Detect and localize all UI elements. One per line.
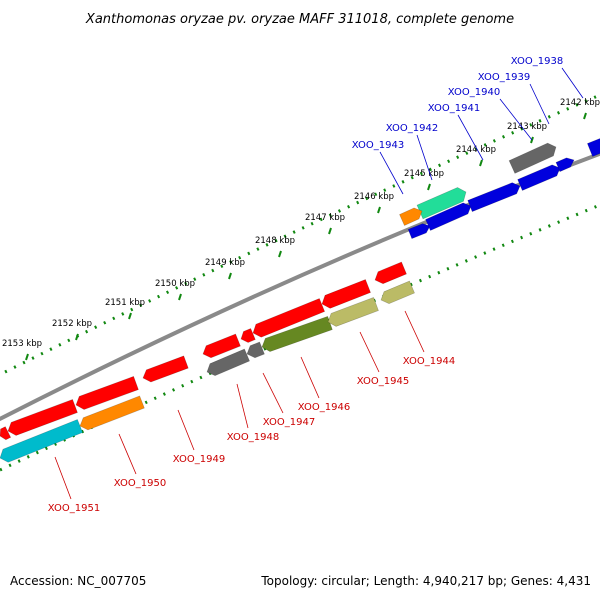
gene-labels: XOO_1938 XOO_1939 XOO_1940 XOO_1941 XOO_1942… bbox=[48, 56, 584, 514]
label-leader-line bbox=[404, 310, 425, 353]
label-leader-line bbox=[236, 383, 249, 429]
gene-arrow[interactable] bbox=[0, 419, 83, 463]
gene-arrow[interactable] bbox=[75, 376, 139, 410]
kbp-tick bbox=[128, 312, 132, 320]
gene-label[interactable]: XOO_1950 bbox=[114, 478, 166, 489]
kbp-label: 2143 kbp bbox=[507, 122, 547, 132]
gene-features bbox=[0, 138, 600, 463]
kbp-label: 2142 kbp bbox=[560, 98, 600, 108]
gene-label[interactable]: XOO_1942 bbox=[386, 123, 438, 134]
label-leader-line bbox=[379, 151, 404, 195]
gene-label[interactable]: XOO_1939 bbox=[478, 72, 530, 83]
gene-label[interactable]: XOO_1945 bbox=[357, 376, 409, 387]
label-leader-line bbox=[457, 114, 484, 161]
label-leader-line bbox=[499, 98, 533, 141]
kbp-tick bbox=[75, 333, 79, 341]
gene-label[interactable]: XOO_1948 bbox=[227, 432, 279, 443]
kbp-label: 2151 kbp bbox=[105, 298, 145, 308]
gene-label[interactable]: XOO_1941 bbox=[428, 103, 480, 114]
label-leader-line bbox=[118, 433, 137, 475]
kbp-label: 2146 kbp bbox=[354, 192, 394, 202]
outer-tick-track bbox=[4, 93, 600, 374]
map-title: Xanthomonas oryzae pv. oryzae MAFF 31101… bbox=[85, 12, 514, 27]
gene-label[interactable]: XOO_1947 bbox=[263, 417, 315, 428]
kbp-tick bbox=[178, 293, 182, 301]
kbp-tick bbox=[328, 227, 332, 235]
label-leader-line bbox=[54, 456, 72, 500]
gene-label[interactable]: XOO_1938 bbox=[511, 56, 563, 67]
gene-arrow[interactable] bbox=[517, 164, 561, 191]
gene-arrow[interactable] bbox=[206, 348, 250, 376]
label-leader-line bbox=[359, 331, 380, 373]
gene-arrow[interactable] bbox=[0, 426, 12, 441]
gene-arrow[interactable] bbox=[587, 138, 600, 157]
gene-arrow[interactable] bbox=[380, 280, 415, 305]
kbp-label: 2150 kbp bbox=[155, 279, 195, 289]
kbp-scale: 2142 kbp 2143 kbp 2144 kbp 2145 kbp 2146 kbp… bbox=[2, 98, 600, 361]
kbp-label: 2145 kbp bbox=[404, 169, 444, 179]
kbp-label: 2152 kbp bbox=[52, 319, 92, 329]
gene-label[interactable]: XOO_1946 bbox=[298, 402, 350, 413]
gene-label[interactable]: XOO_1944 bbox=[403, 356, 455, 367]
kbp-label: 2153 kbp bbox=[2, 339, 42, 349]
accession-text: Accession: NC_007705 bbox=[10, 574, 147, 588]
label-leader-line bbox=[529, 83, 550, 125]
gene-arrow[interactable] bbox=[555, 157, 575, 172]
kbp-tick bbox=[479, 159, 483, 167]
gene-label[interactable]: XOO_1943 bbox=[352, 140, 404, 151]
gene-arrow[interactable] bbox=[467, 182, 521, 212]
label-leader-line bbox=[300, 356, 320, 399]
label-leader-line bbox=[561, 67, 584, 99]
label-leader-line bbox=[177, 409, 195, 451]
kbp-tick bbox=[583, 112, 587, 120]
gene-arrow[interactable] bbox=[508, 142, 557, 174]
gene-arrow[interactable] bbox=[327, 297, 379, 327]
kbp-label: 2148 kbp bbox=[255, 236, 295, 246]
kbp-label: 2147 kbp bbox=[305, 213, 345, 223]
kbp-tick bbox=[377, 206, 381, 214]
gene-arrow[interactable] bbox=[374, 261, 407, 285]
gene-arrow[interactable] bbox=[425, 202, 472, 231]
gene-arrow[interactable] bbox=[202, 333, 241, 359]
gene-arrow[interactable] bbox=[246, 341, 265, 359]
kbp-tick bbox=[25, 353, 29, 361]
gene-label[interactable]: XOO_1949 bbox=[173, 454, 225, 465]
kbp-tick bbox=[278, 250, 282, 258]
kbp-label: 2144 kbp bbox=[456, 145, 496, 155]
kbp-tick bbox=[228, 272, 232, 280]
gene-arrow[interactable] bbox=[7, 399, 78, 436]
kbp-tick bbox=[427, 183, 431, 191]
gene-arrow[interactable] bbox=[416, 187, 467, 220]
gene-arrow[interactable] bbox=[321, 279, 371, 309]
gene-arrow[interactable] bbox=[142, 355, 189, 383]
gene-arrow[interactable] bbox=[407, 223, 431, 240]
gene-arrow[interactable] bbox=[79, 395, 145, 431]
kbp-label: 2149 kbp bbox=[205, 258, 245, 268]
gene-arrow[interactable] bbox=[399, 207, 423, 226]
gene-label[interactable]: XOO_1951 bbox=[48, 503, 100, 514]
label-leader-line bbox=[416, 134, 433, 181]
topology-text: Topology: circular; Length: 4,940,217 bp… bbox=[261, 574, 591, 588]
gene-arrow[interactable] bbox=[240, 328, 256, 343]
gene-arrow[interactable] bbox=[261, 316, 333, 352]
gene-arrow[interactable] bbox=[252, 298, 326, 338]
gene-label[interactable]: XOO_1940 bbox=[448, 87, 500, 98]
label-leader-line bbox=[262, 372, 284, 414]
